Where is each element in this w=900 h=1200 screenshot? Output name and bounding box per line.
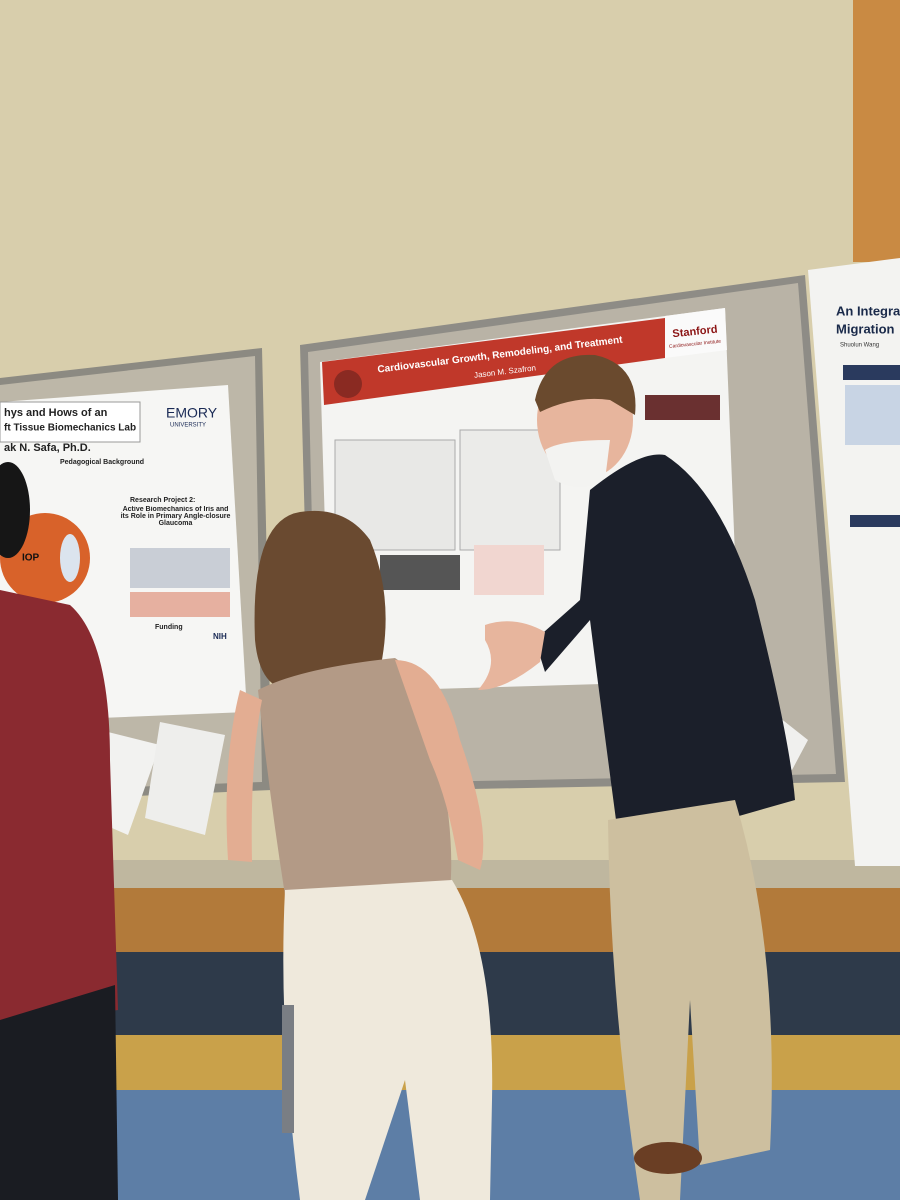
person-pants bbox=[0, 985, 118, 1200]
figure bbox=[474, 545, 544, 595]
person-head bbox=[0, 462, 30, 558]
poster-author: Shuolun Wang bbox=[840, 343, 879, 349]
lens bbox=[60, 534, 80, 582]
person-top bbox=[258, 658, 452, 895]
person-arm bbox=[226, 690, 262, 862]
person-jacket bbox=[535, 454, 795, 850]
funder: NIH bbox=[213, 632, 227, 641]
person-shoe bbox=[634, 1142, 702, 1174]
person-hair bbox=[254, 510, 386, 691]
logo bbox=[334, 370, 362, 398]
poster-header bbox=[322, 318, 665, 405]
poster-title-box bbox=[0, 401, 141, 443]
logo-area bbox=[665, 308, 727, 358]
person-arm bbox=[395, 660, 484, 870]
poster-band bbox=[850, 515, 900, 527]
wood-trim bbox=[853, 0, 900, 262]
figure bbox=[380, 555, 460, 590]
poster-title: ft Tissue Biomechanics Lab bbox=[4, 423, 136, 434]
section-heading: Funding bbox=[155, 624, 183, 631]
section-heading: Research Project 2: bbox=[130, 497, 195, 504]
figure bbox=[130, 592, 230, 617]
figure bbox=[130, 548, 230, 588]
handout bbox=[145, 722, 225, 835]
figure-label: IOP bbox=[22, 553, 40, 564]
figure bbox=[645, 395, 720, 420]
section-heading: Pedagogical Background bbox=[60, 459, 144, 466]
poster-author: ak N. Safa, Ph.D. bbox=[4, 442, 91, 454]
institution: Stanford bbox=[672, 324, 718, 341]
institution-sub: UNIVERSITY bbox=[170, 423, 206, 429]
institution: EMORY bbox=[166, 405, 218, 421]
institution-sub: Cardiovascular Institute bbox=[669, 339, 722, 350]
stand bbox=[282, 1005, 294, 1133]
person-shirt bbox=[0, 590, 118, 1025]
person-pants bbox=[283, 880, 493, 1200]
poster-title: Migration bbox=[836, 321, 895, 336]
person-hair bbox=[535, 354, 636, 415]
poster-title: An Integrat bbox=[836, 303, 900, 318]
poster-title: hys and Hows of an bbox=[4, 407, 108, 419]
person-pants bbox=[608, 800, 772, 1200]
figure bbox=[459, 429, 561, 551]
person-hands bbox=[478, 621, 545, 690]
person-mask bbox=[545, 440, 610, 488]
section-title: Active Biomechanics of Iris and its Role… bbox=[120, 506, 231, 527]
section-title-wrap: Active Biomechanics of Iris and its Role… bbox=[120, 506, 231, 527]
figure bbox=[845, 385, 900, 445]
poster-band bbox=[843, 365, 900, 380]
